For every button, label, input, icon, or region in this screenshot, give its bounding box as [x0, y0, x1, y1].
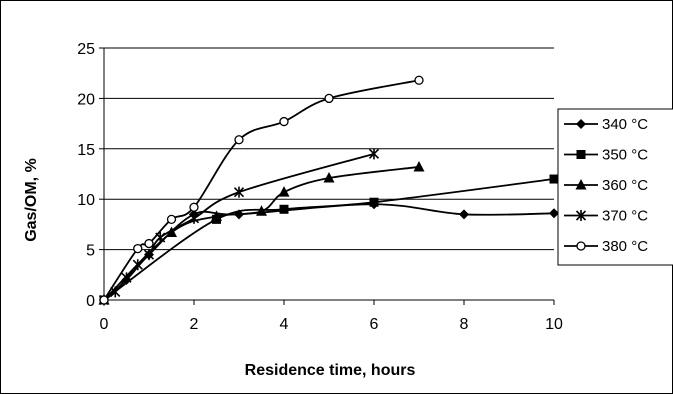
x-tick-label-10: 10 [545, 316, 563, 333]
series-3-point-8 [368, 148, 380, 160]
legend-marker-2 [575, 179, 587, 190]
legend-label-2: 360 °C [602, 177, 648, 194]
legend-marker-1 [576, 150, 586, 159]
series-2-point-6 [413, 160, 425, 172]
series-4-point-7 [324, 93, 334, 104]
gridlines [104, 47, 554, 251]
x-tick-labels: 0 2 4 6 8 10 [100, 316, 563, 333]
y-tick-label-20: 20 [77, 91, 95, 108]
series-4-point-0 [99, 295, 109, 305]
series-4 [99, 75, 424, 305]
series-4-point-5 [234, 135, 244, 145]
y-tick-labels: 0 5 10 15 20 25 [77, 41, 95, 310]
series-1-point-3 [369, 197, 379, 207]
y-tick-label-5: 5 [86, 243, 95, 260]
series-2-point-2 [211, 210, 222, 221]
x-tick-label-8: 8 [460, 316, 469, 333]
x-tick-label-4: 4 [280, 316, 289, 333]
y-tick-label-0: 0 [86, 293, 95, 310]
legend-label-0: 340 °C [602, 116, 648, 133]
series-2-point-5 [323, 172, 335, 183]
series-4-point-2 [144, 238, 154, 249]
series-3-point-2 [121, 272, 132, 284]
legend-item-0: 340 °C [564, 116, 648, 133]
series-4-point-1 [133, 243, 143, 254]
series-2-point-3 [256, 205, 267, 216]
series-3-point-1 [110, 286, 121, 298]
series-4-point-4 [189, 202, 199, 212]
legend-item-2: 360 °C [564, 177, 648, 194]
y-tick-label-25: 25 [77, 41, 95, 58]
series-4-point-3 [166, 214, 177, 225]
legend-marker-4 [576, 241, 586, 251]
series-3-point-3 [132, 259, 143, 271]
series-2-point-4 [278, 186, 290, 197]
legend-marker-3 [575, 210, 587, 221]
y-axis-label: Gas/OM, % [23, 158, 40, 242]
legend-label-4: 380 °C [602, 238, 648, 255]
legend-item-1: 350 °C [564, 147, 648, 164]
series-1-point-4 [549, 174, 559, 184]
series-3-point-4 [143, 249, 155, 261]
legend-label-1: 350 °C [602, 147, 648, 164]
legend-label-3: 370 °C [602, 208, 648, 225]
y-tick-label-10: 10 [77, 192, 95, 209]
series-1-point-2 [279, 204, 289, 214]
x-tick-label-2: 2 [190, 316, 199, 333]
axes [99, 47, 555, 305]
legend: 340 °C 350 °C 360 °C 370 °C 380 °C [557, 108, 673, 266]
legend-item-4: 380 °C [564, 238, 648, 255]
series-0-point-7 [549, 208, 559, 219]
x-axis-label: Residence time, hours [245, 362, 416, 379]
y-tick-label-15: 15 [77, 142, 95, 159]
x-tick-label-0: 0 [100, 316, 109, 333]
series-2-point-1 [166, 226, 177, 237]
series-4-point-6 [279, 116, 289, 127]
x-tick-label-6: 6 [370, 316, 379, 333]
legend-item-3: 370 °C [564, 208, 648, 225]
series-line-4 [103, 79, 420, 301]
legend-marker-0 [576, 119, 586, 129]
series-0-point-6 [459, 209, 469, 220]
series-layer [98, 75, 559, 306]
series-3-point-6 [188, 212, 200, 224]
series-3-point-7 [233, 186, 245, 198]
series-4-point-8 [414, 75, 424, 85]
